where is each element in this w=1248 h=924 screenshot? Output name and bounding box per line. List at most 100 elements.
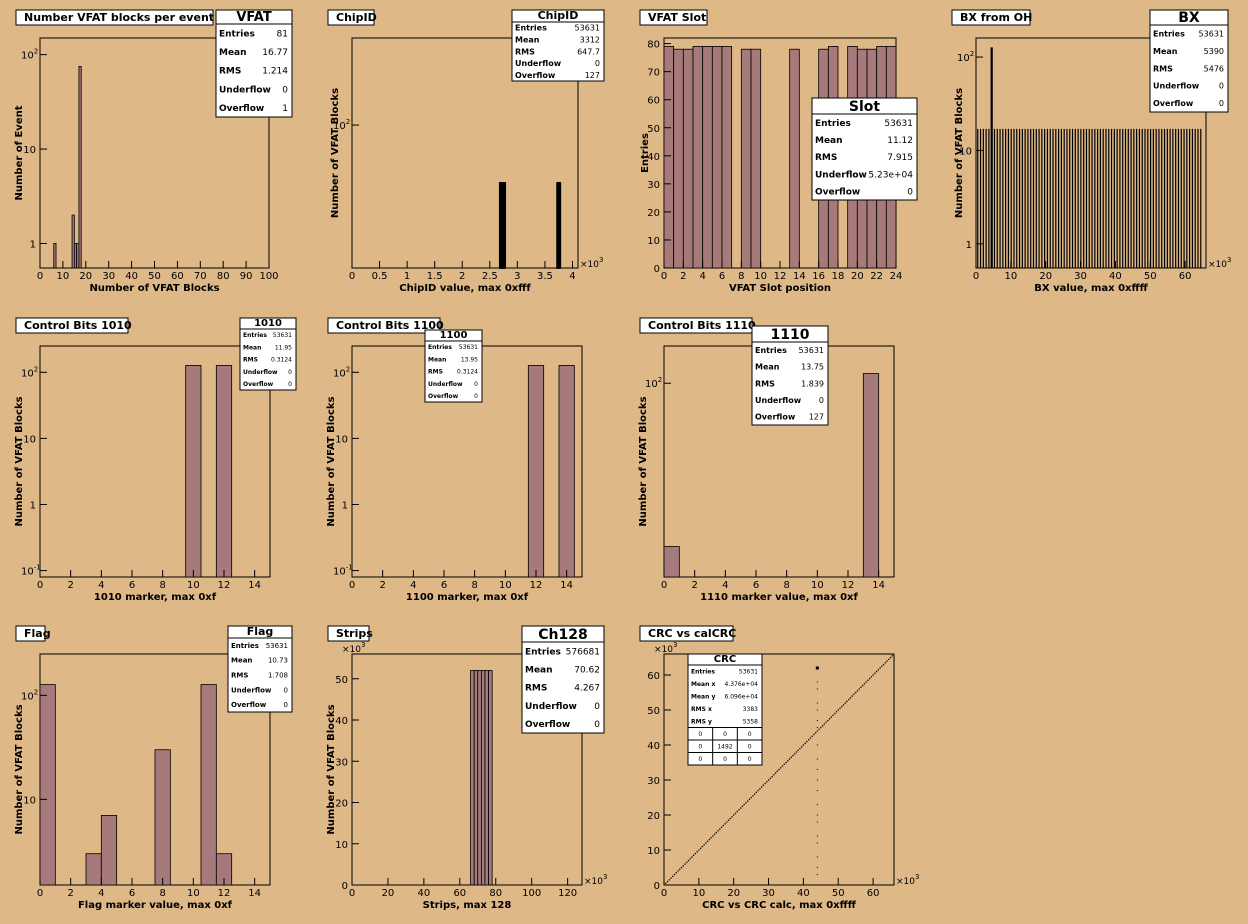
stats-box: 1010 Entries 53631 Mean 11.95 RMS 0.3124 Underf… xyxy=(239,317,297,391)
stats-box-frame xyxy=(687,653,763,766)
stats-box-name: CRC xyxy=(714,654,736,665)
x-tick-label: 120 xyxy=(558,888,577,899)
scatter-point xyxy=(759,788,761,790)
y-tick-exponent: 2 xyxy=(346,365,350,373)
scatter-point xyxy=(816,744,818,746)
scatter-point xyxy=(720,826,723,828)
scatter-point xyxy=(849,697,852,699)
scatter-point xyxy=(666,880,669,883)
y-tick-label: 30 xyxy=(335,757,348,768)
stats-row-label: Overflow xyxy=(231,701,267,709)
scatter-point xyxy=(856,690,859,692)
x-tick-label: 0 xyxy=(661,580,667,591)
scatter-point xyxy=(733,814,735,816)
stats-box: ChipID Entries 53631 Mean 3312 RMS 647.7 Underf… xyxy=(511,9,605,82)
y-tick-label: 102 xyxy=(645,376,662,390)
x-axis-exponent: ×103 xyxy=(1208,256,1231,270)
x-tick-label: 4 xyxy=(410,580,416,591)
stats-row-label: RMS xyxy=(815,153,837,163)
y-axis-label: Number of VFAT Blocks xyxy=(326,704,337,834)
y-tick-label: 20 xyxy=(647,811,660,822)
scatter-point xyxy=(844,702,846,704)
scatter-point xyxy=(816,821,818,823)
scatter-point xyxy=(696,851,698,853)
stats-grid-cell: 0 xyxy=(698,743,702,750)
stats-row-label: RMS xyxy=(755,379,775,388)
stats-row-value: 0 xyxy=(594,720,600,730)
scatter-point xyxy=(754,793,756,795)
scatter-point xyxy=(816,814,818,816)
x-tick-label: 0 xyxy=(37,580,43,591)
stats-row-value: 3312 xyxy=(580,36,600,45)
histogram-bar xyxy=(53,243,57,269)
chart-title: Number VFAT blocks per event xyxy=(24,11,214,24)
y-tick-label: 0 xyxy=(654,264,660,275)
y-tick-label: 10 xyxy=(23,434,36,445)
stats-box: BX Entries 53631 Mean 5390 RMS 5476 Underflow 0 O… xyxy=(1149,9,1229,113)
stats-row-label: RMS xyxy=(219,67,241,77)
scatter-point xyxy=(815,666,819,670)
scatter-point xyxy=(816,702,818,704)
scatter-point xyxy=(816,804,818,805)
stats-row-label: Entries xyxy=(815,119,851,129)
scatter-point xyxy=(816,758,818,760)
x-tick-label: 2 xyxy=(691,580,697,591)
x-tick-label: 40 xyxy=(797,888,810,899)
scatter-point xyxy=(693,854,695,856)
scatter-point xyxy=(806,740,808,743)
scatter-point xyxy=(729,817,731,820)
histogram-bar xyxy=(154,749,171,886)
scatter-point xyxy=(680,866,683,869)
chart-title: VFAT Slot xyxy=(648,11,706,24)
x-tick-label: 4 xyxy=(98,888,104,899)
histogram-bar xyxy=(663,546,680,578)
scatter-point xyxy=(724,823,726,825)
x-tick-label: 2 xyxy=(459,271,465,282)
x-tick-label: 60 xyxy=(1179,271,1192,282)
title-box xyxy=(327,317,441,334)
stats-box: 1110 Entries 53631 Mean 13.75 RMS 1.839 Underfl… xyxy=(751,325,829,426)
plot-frame xyxy=(975,37,1207,269)
scatter-point xyxy=(691,856,693,858)
stats-row-label: Underflow xyxy=(428,381,463,388)
x-axis-exponent-power: 3 xyxy=(1227,256,1231,264)
scatter-point xyxy=(726,821,728,823)
stats-row-label: Entries xyxy=(525,647,561,657)
stats-box-name: 1010 xyxy=(254,318,282,329)
scatter-point xyxy=(689,858,691,860)
x-tick-label: 40 xyxy=(1109,271,1122,282)
plot-frame xyxy=(351,653,583,886)
y-tick-exponent: -1 xyxy=(34,564,41,572)
x-tick-label: 8 xyxy=(783,580,789,591)
strips-panel: 0 20 40 60 80 100 12001020304050×103×103Strips… xyxy=(326,625,607,911)
chart-title: ChipID xyxy=(336,11,377,24)
chart-title: Strips xyxy=(336,627,373,640)
scatter-point xyxy=(816,835,818,837)
x-tick-label: 12 xyxy=(530,580,543,591)
x-axis-label: ChipID value, max 0xfff xyxy=(399,283,531,294)
scatter-point xyxy=(752,795,754,797)
stats-row-value: 53631 xyxy=(739,668,758,675)
histogram-bar xyxy=(85,853,102,886)
stats-row-label: Underflow xyxy=(243,369,278,376)
stats-row-value: 0 xyxy=(474,381,478,388)
scatter-point xyxy=(816,790,818,791)
stats-row-label: Mean xyxy=(219,48,247,58)
x-axis-exponent-power: 3 xyxy=(915,873,919,881)
title-box xyxy=(639,9,708,26)
stats-box: 1100 Entries 53631 Mean 13.95 RMS 0.3124 Underf… xyxy=(424,329,483,403)
scatter-point xyxy=(882,663,885,666)
scatter-point xyxy=(869,677,871,680)
scatter-point xyxy=(823,723,826,725)
stats-row-label: Entries xyxy=(231,642,259,650)
stats-row-label: Overflow xyxy=(755,413,796,422)
scatter-point xyxy=(881,665,883,667)
scatter-point xyxy=(877,669,880,671)
scatter-point xyxy=(825,721,827,723)
x-tick-label: 8 xyxy=(471,580,477,591)
stats-row-value: 127 xyxy=(585,71,600,80)
stats-box-name: 1110 xyxy=(771,327,810,343)
x-tick-label: 14 xyxy=(560,580,573,591)
stats-row-value: 0 xyxy=(282,85,288,95)
y-axis-exponent-power: 3 xyxy=(673,641,677,649)
